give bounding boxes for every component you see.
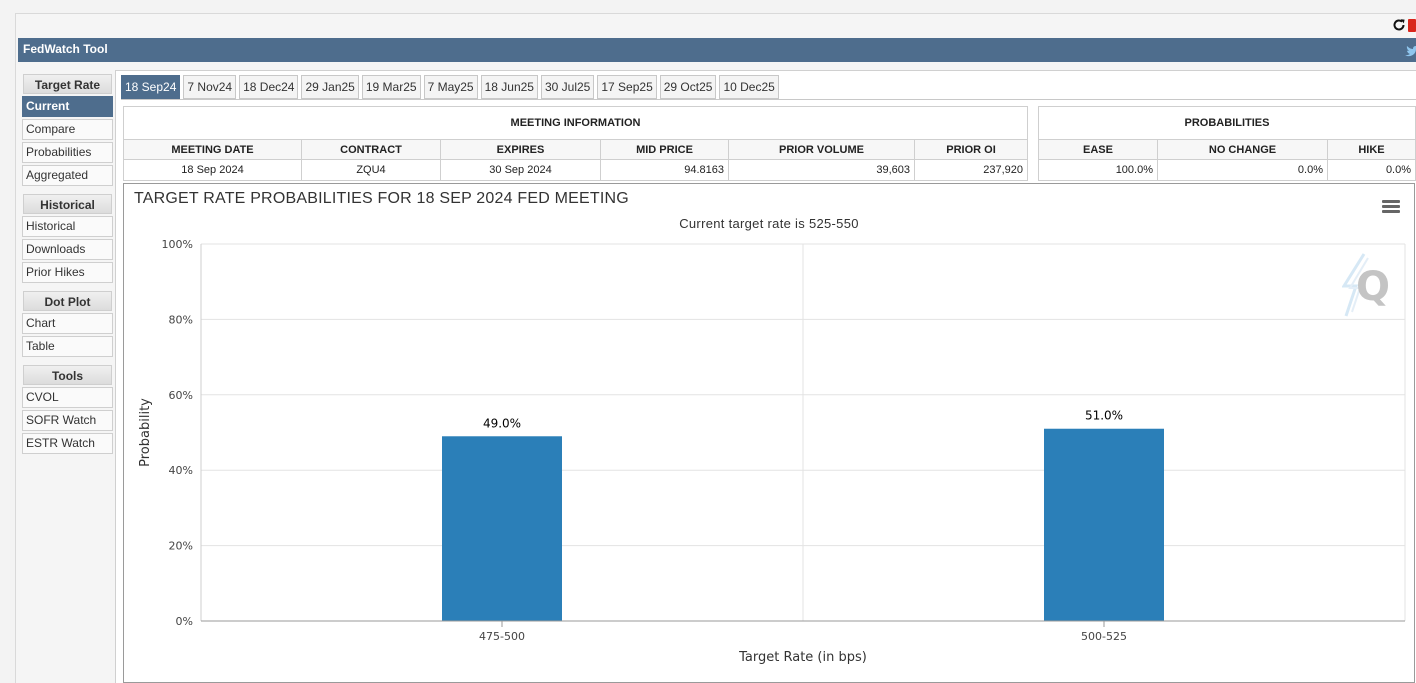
refresh-icon[interactable] [1392, 18, 1406, 32]
sidebar-item-current[interactable]: Current [22, 96, 113, 117]
x-axis-title: Target Rate (in bps) [738, 650, 867, 665]
tab-10-dec25[interactable]: 10 Dec25 [719, 75, 779, 99]
twitter-icon[interactable] [1405, 43, 1416, 57]
meeting-information-caption: MEETING INFORMATION [122, 106, 1029, 140]
tab-18-dec24[interactable]: 18 Dec24 [239, 75, 299, 99]
quikstrike-logo: Q [1342, 253, 1390, 317]
y-tick-label: 0% [176, 615, 193, 628]
sidebar-item-compare[interactable]: Compare [22, 119, 113, 140]
utility-icons [1392, 17, 1416, 33]
svg-text:Q: Q [1356, 264, 1390, 310]
sidebar-item-downloads[interactable]: Downloads [22, 239, 113, 260]
chart-container: 0% 20% 40% 60% 80% 100% 49.0% 475-500 51.0% 500-5… [123, 183, 1415, 683]
y-tick-label: 40% [169, 464, 193, 477]
chart-title: TARGET RATE PROBABILITIES FOR 18 SEP 202… [134, 190, 629, 207]
meeting-tabs: 18 Sep24 7 Nov24 18 Dec24 29 Jan25 19 Ma… [121, 75, 779, 99]
tab-17-sep25[interactable]: 17 Sep25 [597, 75, 657, 99]
bar-500-525 [1044, 428, 1164, 621]
sidebar-heading-dot-plot: Dot Plot [23, 291, 112, 311]
pdf-icon[interactable] [1408, 18, 1416, 32]
header-mid-price: MID PRICE [600, 139, 729, 160]
sidebar-heading-historical: Historical [23, 194, 112, 214]
probabilities-caption: PROBABILITIES [1037, 106, 1416, 140]
y-tick-label: 20% [169, 540, 193, 553]
tab-30-jul25[interactable]: 30 Jul25 [540, 75, 595, 99]
header-hike: HIKE [1326, 139, 1416, 160]
app-title: FedWatch Tool [23, 42, 108, 56]
tab-18-sep24[interactable]: 18 Sep24 [121, 75, 181, 99]
sidebar-item-probabilities[interactable]: Probabilities [22, 142, 113, 163]
app-header: FedWatch Tool [18, 38, 1416, 62]
tab-divider [121, 99, 1416, 100]
cell-prior-volume: 39,603 [728, 159, 915, 181]
cell-mid-price: 94.8163 [600, 159, 729, 181]
sidebar-heading-target-rate: Target Rate [23, 74, 112, 94]
header-no-change: NO CHANGE [1157, 139, 1328, 160]
tab-7-may25[interactable]: 7 May25 [423, 75, 478, 99]
cell-prior-oi: 237,920 [913, 159, 1029, 181]
tab-7-nov24[interactable]: 7 Nov24 [183, 75, 237, 99]
sidebar: Target Rate Current Compare Probabilitie… [22, 72, 115, 454]
sidebar-item-cvol[interactable]: CVOL [22, 387, 113, 408]
tab-19-mar25[interactable]: 19 Mar25 [361, 75, 421, 99]
main-content: 18 Sep24 7 Nov24 18 Dec24 29 Jan25 19 Ma… [115, 70, 1416, 683]
sidebar-item-table[interactable]: Table [22, 336, 113, 357]
y-tick-label: 100% [162, 238, 193, 251]
data-label-500-525: 51.0% [1085, 409, 1123, 423]
sidebar-item-estr-watch[interactable]: ESTR Watch [22, 433, 113, 454]
header-prior-volume: PRIOR VOLUME [728, 139, 915, 160]
cell-contract: ZQU4 [301, 159, 441, 181]
x-tick-label-475-500: 475-500 [479, 630, 525, 643]
header-ease: EASE [1038, 139, 1158, 160]
chart-menu-icon[interactable] [1382, 200, 1400, 214]
cell-ease: 100.0% [1038, 159, 1158, 181]
tab-29-oct25[interactable]: 29 Oct25 [659, 75, 717, 99]
sidebar-item-chart[interactable]: Chart [22, 313, 113, 334]
y-axis-title: Probability [138, 398, 153, 467]
cell-meeting-date: 18 Sep 2024 [123, 159, 302, 181]
tab-18-jun25[interactable]: 18 Jun25 [480, 75, 538, 99]
bar-475-500 [442, 436, 562, 621]
probabilities-table: PROBABILITIES EASE NO CHANGE HIKE 100.0%… [1037, 106, 1416, 181]
header-meeting-date: MEETING DATE [123, 139, 302, 160]
bar-chart: 0% 20% 40% 60% 80% 100% 49.0% 475-500 51.0% 500-5… [138, 238, 1406, 665]
x-tick-label-500-525: 500-525 [1081, 630, 1127, 643]
sidebar-heading-tools: Tools [23, 365, 112, 385]
browser-top-strip [0, 0, 1416, 13]
cell-expires: 30 Sep 2024 [440, 159, 601, 181]
sidebar-item-historical[interactable]: Historical [22, 216, 113, 237]
y-tick-label: 80% [169, 313, 193, 326]
header-contract: CONTRACT [301, 139, 441, 160]
page-gutter [0, 13, 15, 683]
header-prior-oi: PRIOR OI [913, 139, 1029, 160]
data-label-475-500: 49.0% [483, 416, 521, 430]
chart-subtitle: Current target rate is 525-550 [679, 216, 859, 231]
cell-hike: 0.0% [1326, 159, 1416, 181]
sidebar-item-sofr-watch[interactable]: SOFR Watch [22, 410, 113, 431]
meeting-information-table: MEETING INFORMATION MEETING DATE CONTRAC… [122, 106, 1029, 181]
sidebar-item-aggregated[interactable]: Aggregated [22, 165, 113, 186]
header-expires: EXPIRES [440, 139, 601, 160]
y-tick-label: 60% [169, 389, 193, 402]
cell-no-change: 0.0% [1157, 159, 1328, 181]
sidebar-item-prior-hikes[interactable]: Prior Hikes [22, 262, 113, 283]
tab-29-jan25[interactable]: 29 Jan25 [301, 75, 359, 99]
